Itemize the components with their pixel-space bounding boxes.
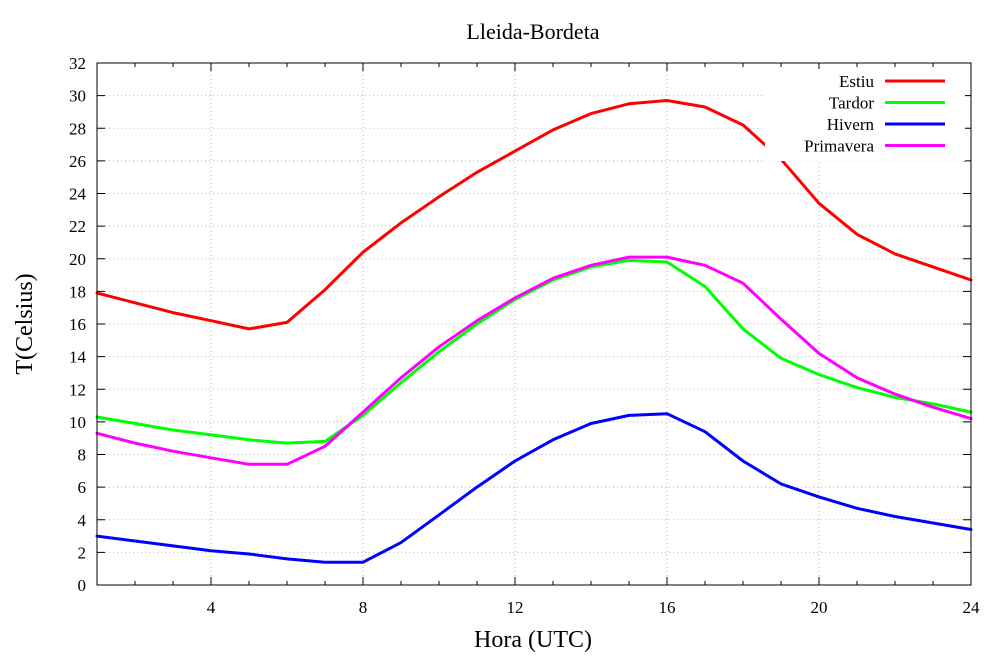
y-tick-label: 12 — [69, 380, 86, 399]
y-tick-label: 10 — [69, 413, 86, 432]
x-tick-label: 16 — [659, 598, 676, 617]
y-tick-label: 14 — [69, 348, 87, 367]
y-tick-label: 20 — [69, 250, 86, 269]
x-tick-label: 8 — [359, 598, 368, 617]
series-line-primavera — [95, 255, 973, 466]
plot-frame — [96, 62, 972, 586]
series-line-estiu — [95, 99, 973, 331]
chart-title: Lleida-Bordeta — [466, 19, 599, 44]
legend-label-primavera: Primavera — [804, 137, 874, 156]
series-lines — [95, 99, 973, 564]
x-tick-label: 4 — [207, 598, 216, 617]
y-tick-label: 6 — [78, 478, 87, 497]
y-tick-label: 22 — [69, 217, 86, 236]
y-tick-label: 4 — [78, 511, 87, 530]
x-tick-label: 20 — [811, 598, 828, 617]
y-tick-label: 16 — [69, 315, 86, 334]
y-tick-label: 24 — [69, 185, 87, 204]
y-tick-label: 26 — [69, 152, 86, 171]
y-tick-label: 28 — [69, 119, 86, 138]
x-axis-label: Hora (UTC) — [474, 627, 592, 653]
y-tick-label: 0 — [78, 576, 87, 595]
y-axis-label: T(Celsius) — [12, 273, 38, 374]
legend-label-hivern: Hivern — [827, 115, 875, 134]
y-tick-label: 18 — [69, 282, 86, 301]
y-tick-label: 2 — [78, 543, 87, 562]
y-tick-label: 30 — [69, 87, 86, 106]
x-tick-label: 12 — [507, 598, 524, 617]
y-tick-label: 32 — [69, 54, 86, 73]
y-tick-label: 8 — [78, 446, 87, 465]
x-tick-label: 24 — [963, 598, 981, 617]
series-line-hivern — [95, 412, 973, 564]
legend-label-tardor: Tardor — [829, 94, 874, 113]
legend-label-estiu: Estiu — [839, 72, 874, 91]
legend: Estiu Tardor Hivern Primavera — [765, 69, 965, 161]
